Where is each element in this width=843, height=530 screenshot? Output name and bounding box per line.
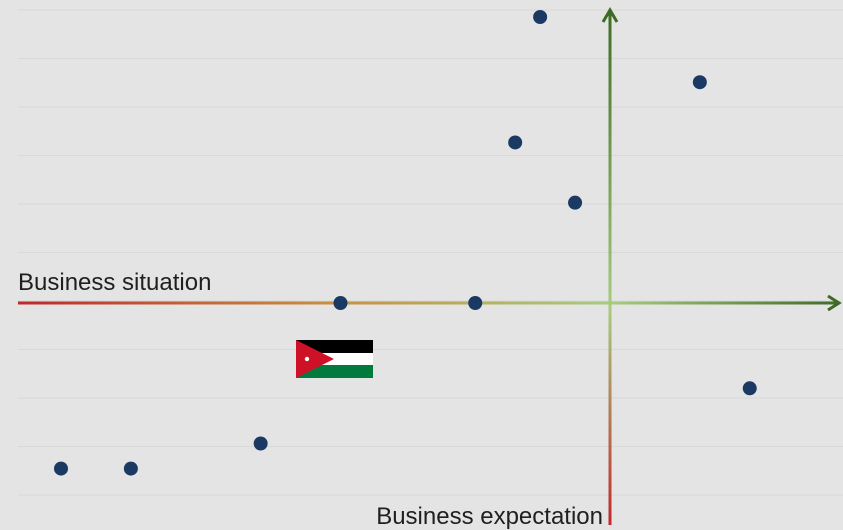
- y-axis-arrowhead: [601, 7, 619, 23]
- data-points: [54, 10, 757, 476]
- data-point: [333, 296, 348, 310]
- data-point: [692, 75, 707, 90]
- data-point: [253, 436, 268, 451]
- y-axis-label: Business expectation: [376, 503, 603, 530]
- data-point: [54, 461, 68, 476]
- data-point: [742, 381, 757, 396]
- data-point: [468, 296, 483, 310]
- data-point: [123, 461, 138, 476]
- x-axis-arrowhead: [827, 294, 842, 312]
- data-point: [508, 135, 523, 150]
- gridlines: [18, 9, 843, 496]
- jordan-flag-icon: [296, 340, 373, 378]
- x-axis-label: Business situation: [18, 269, 211, 296]
- data-point: [533, 10, 548, 24]
- data-point: [568, 195, 583, 210]
